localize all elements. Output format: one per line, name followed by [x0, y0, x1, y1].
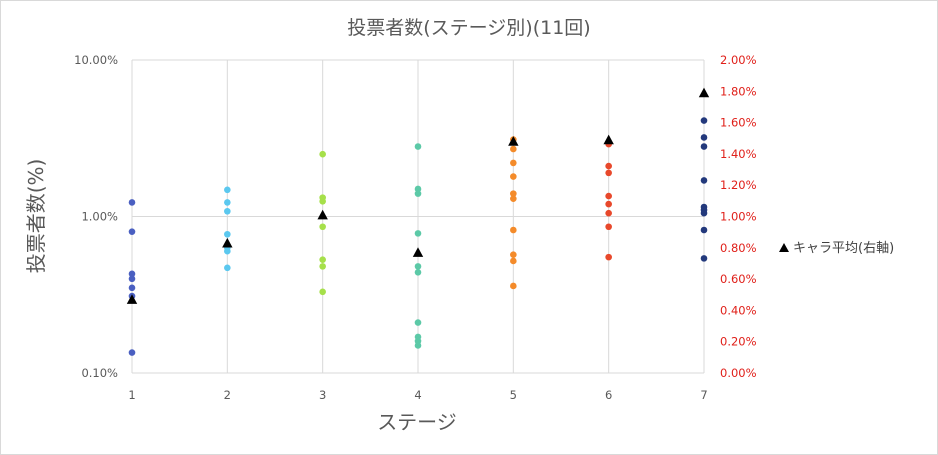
data-point	[605, 200, 612, 208]
data-point	[224, 247, 231, 255]
data-point	[319, 198, 326, 205]
data-point	[414, 319, 422, 326]
x-tick-label: 4	[414, 388, 421, 402]
data-point	[224, 230, 231, 238]
data-point	[414, 263, 422, 270]
data-point	[605, 169, 612, 177]
data-point	[128, 349, 136, 356]
average-triangle-marker	[126, 294, 138, 304]
data-point	[414, 230, 422, 237]
data-point	[319, 263, 326, 270]
data-point	[319, 256, 326, 263]
data-point	[319, 150, 326, 158]
data-point	[128, 270, 136, 278]
average-triangle-marker	[603, 134, 614, 145]
average-triangle-marker	[698, 87, 710, 98]
left-tick-label: 0.10%	[81, 366, 118, 380]
data-point	[605, 162, 612, 170]
right-tick-label: 0.80%	[720, 241, 757, 255]
data-point	[605, 192, 612, 200]
data-point	[605, 253, 612, 261]
data-point	[510, 226, 517, 234]
data-point	[700, 134, 708, 141]
data-point	[510, 159, 517, 167]
data-point	[414, 342, 422, 349]
right-tick-label: 1.80%	[720, 84, 757, 98]
x-tick-label: 6	[605, 388, 612, 402]
left-tick-label: 1.00%	[81, 210, 118, 224]
data-point	[128, 284, 136, 292]
data-point	[224, 264, 231, 272]
average-triangle-marker	[412, 247, 424, 257]
average-triangle-marker	[222, 237, 233, 248]
data-point	[700, 226, 708, 234]
data-point	[700, 209, 708, 217]
data-point	[700, 143, 708, 150]
data-point	[700, 117, 708, 124]
data-point	[605, 223, 612, 231]
average-triangle-marker	[317, 209, 328, 220]
x-axis-ticks: 1 2 3 4 5 6 7	[128, 388, 707, 402]
data-point	[224, 186, 231, 194]
data-point	[510, 190, 517, 197]
data-point	[414, 190, 422, 197]
right-axis-ticks: 0.00% 0.20% 0.40% 0.60% 0.80% 1.00% 1.20% 1.40%…	[720, 53, 757, 380]
x-tick-label: 7	[700, 388, 707, 402]
data-point	[510, 195, 517, 202]
data-point	[128, 275, 136, 283]
right-tick-label: 0.20%	[720, 335, 757, 349]
x-tick-label: 1	[128, 388, 135, 402]
right-tick-label: 0.00%	[720, 366, 757, 380]
data-point	[128, 199, 136, 206]
right-tick-label: 1.40%	[720, 147, 757, 161]
x-tick-label: 2	[224, 388, 231, 402]
data-point	[128, 228, 136, 235]
data-point	[510, 173, 517, 180]
data-point	[319, 288, 326, 296]
data-points	[128, 117, 708, 356]
left-tick-label: 10.00%	[74, 53, 118, 67]
data-point	[414, 143, 422, 150]
data-point	[319, 223, 326, 231]
x-tick-label: 3	[319, 388, 326, 402]
data-point	[224, 207, 231, 215]
data-point	[605, 209, 612, 217]
average-markers	[126, 87, 710, 304]
average-triangle-marker	[508, 136, 519, 146]
x-axis-label: ステージ	[377, 410, 457, 434]
legend: キャラ平均(右軸)	[779, 241, 894, 256]
legend-triangle-marker	[779, 243, 789, 252]
grid-lines	[131, 59, 705, 374]
data-point	[510, 251, 517, 259]
left-axis-ticks: 0.10% 1.00% 10.00%	[74, 53, 118, 380]
right-tick-label: 1.60%	[720, 116, 757, 130]
y-axis-label: 投票者数(%)	[24, 159, 48, 274]
legend-label: キャラ平均(右軸)	[793, 241, 894, 256]
chart-title: 投票者数(ステージ別)(11回)	[347, 17, 590, 39]
data-point	[700, 177, 708, 184]
right-tick-label: 1.00%	[720, 210, 757, 224]
data-point	[510, 282, 517, 290]
data-point	[224, 199, 231, 206]
right-tick-label: 0.40%	[720, 303, 757, 317]
x-tick-label: 5	[510, 388, 517, 402]
right-tick-label: 0.60%	[720, 272, 757, 286]
right-tick-label: 2.00%	[720, 53, 757, 67]
data-point	[414, 268, 422, 276]
data-point	[700, 255, 708, 262]
data-point	[414, 185, 422, 193]
data-point	[510, 257, 517, 265]
data-point	[510, 145, 517, 153]
right-tick-label: 1.20%	[720, 178, 757, 192]
